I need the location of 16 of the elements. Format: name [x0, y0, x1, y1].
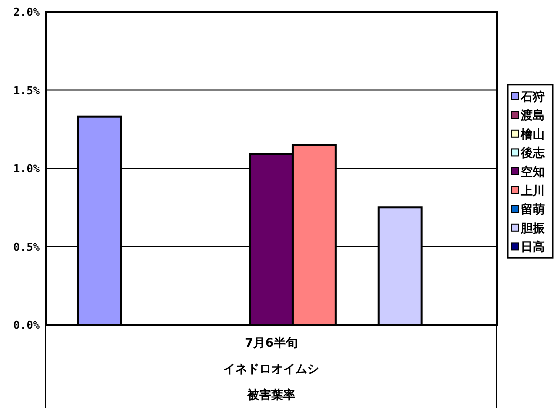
legend-label: 空知 [521, 165, 545, 179]
legend-label: 日高 [521, 240, 545, 254]
legend-label: 胆振 [520, 221, 546, 236]
legend-label: 留萌 [521, 202, 545, 217]
y-tick-label: 1.5% [14, 84, 40, 98]
y-tick-label: 1.0% [14, 162, 40, 176]
legend-label: 上川 [520, 184, 545, 198]
y-tick-label: 2.0% [14, 6, 40, 19]
legend-label: 石狩 [520, 90, 545, 104]
y-tick-label: 0.0% [14, 319, 40, 332]
x-tick-label: 7月6半旬 [245, 336, 298, 350]
legend-label: 後志 [520, 146, 546, 160]
legend-label: 檜山 [520, 127, 545, 142]
legend-label: 渡島 [520, 108, 545, 123]
x-axis-title: イネドロオイムシ被害葉率 [224, 362, 320, 402]
y-tick-label: 0.5% [14, 240, 40, 254]
